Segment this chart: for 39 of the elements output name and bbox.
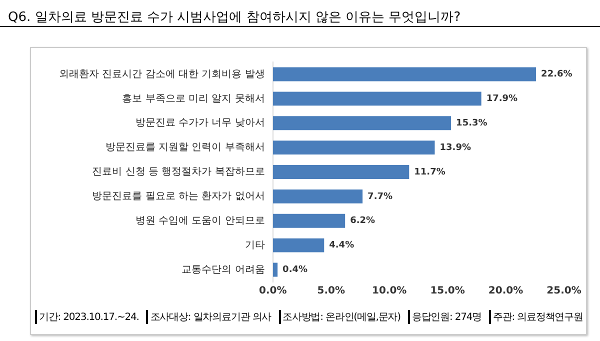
data-label: 6.2% <box>350 216 376 226</box>
bar <box>272 140 435 155</box>
bar <box>272 92 482 106</box>
y-tick-label: 교통수단의 어려움 <box>182 264 265 276</box>
data-label: 17.9% <box>486 94 518 104</box>
y-tick-label: 기타 <box>244 240 265 251</box>
y-tick-label: 병원 수입에 도움이 안되므로 <box>135 215 265 226</box>
x-tick-label: 25.0% <box>546 286 582 297</box>
text: 기간: 2023.10.17.~24. <box>35 310 139 324</box>
data-label: 7.7% <box>368 192 393 202</box>
data-label: 15.3% <box>456 118 488 128</box>
bar <box>272 262 278 277</box>
y-tick-label: 방문진료를 필요로 하는 환자가 없어서 <box>92 191 265 202</box>
y-tick-label: 진료비 신청 등 행정절차가 복잡하므로 <box>92 166 265 178</box>
bar <box>272 67 536 82</box>
chart-title: Q6. 일차의료 방문진료 수가 시범사업에 참여하시지 않은 이유는 무엇입니까? <box>8 9 461 26</box>
data-label: 22.6% <box>541 70 572 80</box>
x-tick-label: 5.0% <box>317 286 345 297</box>
text: 조사대상: 일차의료기관 의사 <box>146 310 272 324</box>
x-tick-label: 20.0% <box>488 286 524 297</box>
bar <box>272 238 324 252</box>
y-tick-label: 방문진료 수가가 너무 낮아서 <box>135 118 265 129</box>
bar <box>272 189 363 204</box>
data-label: 11.7% <box>414 167 446 178</box>
data-label: 0.4% <box>282 265 308 276</box>
text: 조사방법: 온라인(메일,문자) <box>278 310 400 324</box>
x-tick-label: 15.0% <box>430 286 465 297</box>
x-tick-label: 0.0% <box>259 286 287 297</box>
data-label: 4.4% <box>329 240 354 251</box>
data-label: 13.9% <box>440 142 471 153</box>
bar <box>272 116 452 130</box>
text: 응답인원: 274명 <box>408 310 482 324</box>
bar <box>272 165 410 179</box>
y-tick-label: 방문진료를 지원할 인력이 부족해서 <box>105 142 265 154</box>
text: 주관: 의료정책연구원 <box>489 310 583 324</box>
bar <box>272 214 346 228</box>
y-tick-label: 외래환자 진료시간 감소에 대한 기회비용 발생 <box>58 68 265 80</box>
x-tick-label: 10.0% <box>372 286 407 297</box>
y-tick-label: 홍보 부족으로 미리 알지 못해서 <box>122 93 265 104</box>
